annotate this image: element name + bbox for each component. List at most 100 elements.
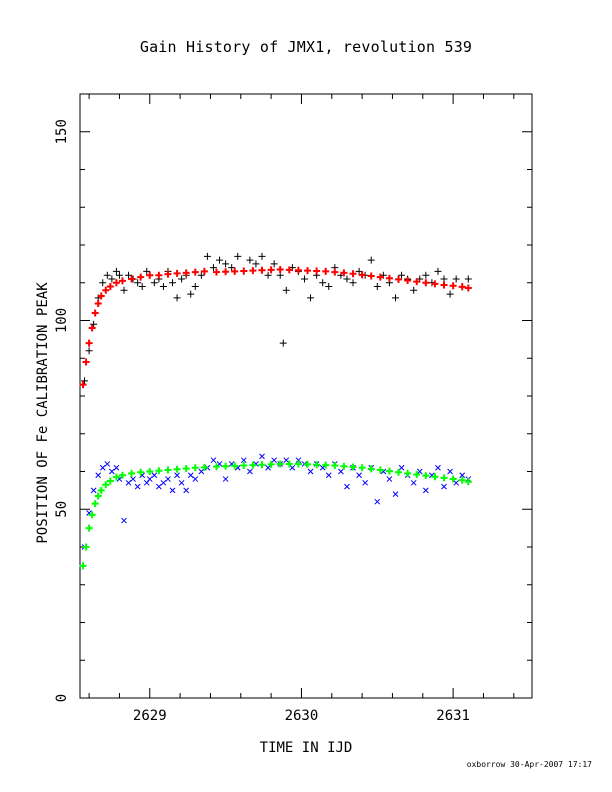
data-point	[222, 260, 230, 268]
data-point	[90, 487, 97, 494]
data-point	[325, 472, 332, 479]
data-point	[178, 479, 185, 486]
data-point	[173, 294, 181, 302]
data-point	[349, 279, 357, 287]
data-point	[464, 284, 472, 292]
data-point	[392, 491, 399, 498]
data-point	[146, 476, 153, 482]
data-point	[118, 277, 126, 285]
data-point	[258, 461, 266, 469]
data-point	[97, 486, 105, 494]
data-point	[283, 457, 290, 464]
data-point	[156, 483, 162, 490]
data-point	[91, 309, 99, 317]
series-3	[79, 460, 472, 570]
plot-frame	[79, 93, 533, 699]
data-point	[240, 457, 247, 464]
data-point	[95, 472, 102, 479]
data-point	[104, 461, 111, 467]
data-point	[385, 274, 393, 282]
data-point	[358, 464, 366, 472]
data-point	[130, 476, 136, 482]
data-point	[267, 266, 275, 274]
data-point	[464, 478, 472, 486]
data-point	[416, 468, 423, 475]
data-point	[331, 461, 339, 469]
data-point	[106, 283, 114, 291]
data-point	[125, 271, 133, 279]
y-tick-label: 150	[54, 119, 70, 144]
data-point	[294, 266, 302, 274]
series-2	[81, 453, 472, 550]
data-point	[279, 339, 287, 347]
data-point	[367, 256, 375, 264]
x-tick-label: 2629	[133, 708, 167, 724]
data-point	[94, 300, 102, 308]
data-point	[137, 273, 145, 281]
data-point	[376, 466, 384, 474]
data-point	[198, 468, 205, 475]
data-point	[340, 462, 348, 470]
data-point	[453, 479, 460, 486]
data-point	[434, 267, 442, 275]
data-point	[289, 464, 296, 471]
data-point	[97, 292, 105, 300]
data-point	[422, 472, 430, 480]
data-point	[134, 279, 142, 287]
data-point	[138, 283, 146, 291]
data-point	[200, 267, 208, 275]
data-point	[222, 268, 230, 276]
data-point	[422, 487, 429, 494]
data-point	[271, 457, 278, 464]
data-point	[81, 377, 89, 385]
data-point	[340, 269, 348, 277]
x-tick-label: 2630	[285, 708, 319, 724]
data-point	[79, 381, 87, 389]
data-point	[155, 467, 163, 475]
data-point	[187, 472, 194, 479]
data-point	[391, 294, 399, 302]
data-point	[108, 468, 115, 475]
data-point	[213, 268, 221, 276]
data-point	[191, 464, 199, 472]
data-point	[344, 483, 350, 490]
data-point	[192, 476, 199, 482]
data-point	[160, 479, 167, 486]
data-point	[282, 286, 290, 294]
data-point	[247, 468, 253, 475]
data-point	[285, 460, 293, 468]
data-point	[395, 468, 403, 476]
data-point	[270, 260, 278, 268]
data-point	[169, 487, 176, 494]
data-point	[464, 275, 472, 283]
data-point	[385, 467, 393, 475]
series-1	[79, 266, 472, 389]
data-point	[404, 469, 412, 477]
data-point	[367, 272, 375, 280]
data-point	[449, 475, 457, 483]
data-marks	[79, 252, 472, 570]
data-point	[258, 252, 266, 260]
data-point	[249, 461, 257, 469]
data-point	[91, 500, 99, 508]
axes: 0 50 100 150 2629 2630 2631	[54, 93, 532, 724]
data-point	[187, 290, 195, 298]
data-point	[413, 278, 421, 286]
data-point	[88, 511, 96, 519]
data-point	[99, 279, 107, 287]
data-point	[295, 457, 302, 464]
data-point	[338, 468, 344, 475]
data-point	[112, 279, 120, 287]
data-point	[159, 283, 167, 291]
data-point	[222, 476, 229, 482]
y-tick-label: 50	[54, 501, 70, 518]
data-point	[82, 358, 90, 366]
data-point	[174, 472, 180, 479]
chart-title: Gain History of JMX1, revolution 539	[139, 38, 473, 56]
data-point	[213, 463, 221, 471]
data-point	[106, 477, 114, 485]
data-point	[404, 276, 412, 284]
data-point	[422, 279, 430, 287]
data-point	[313, 461, 321, 469]
data-point	[325, 283, 333, 291]
